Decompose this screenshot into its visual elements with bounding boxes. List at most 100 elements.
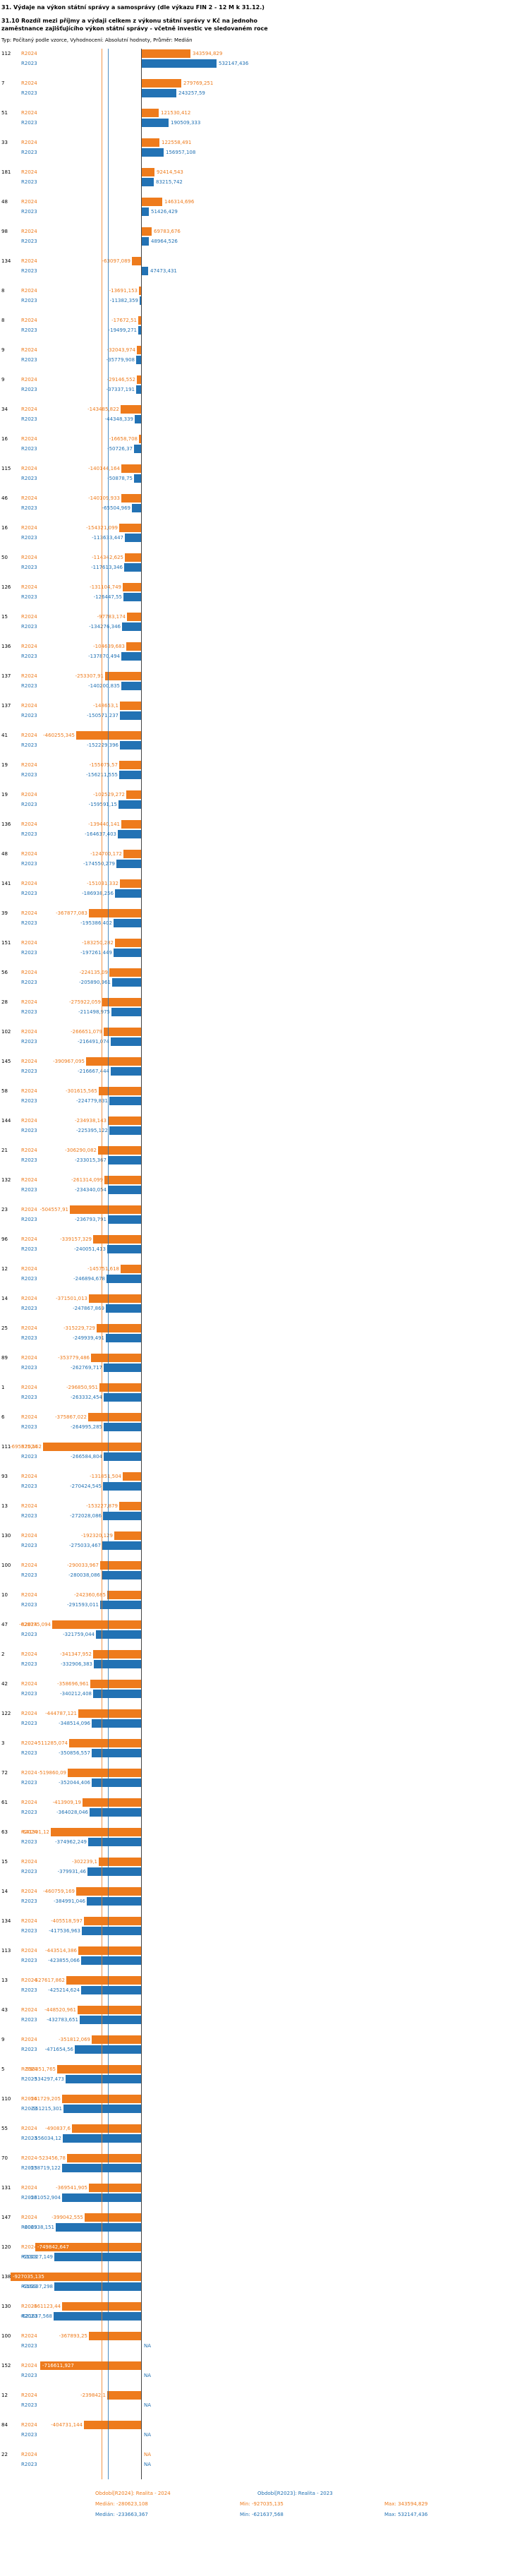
bar-r2024[interactable]	[120, 701, 141, 710]
bar-r2023[interactable]	[66, 2074, 141, 2083]
bar-r2024[interactable]	[89, 908, 141, 917]
bar-r2024[interactable]	[139, 434, 141, 443]
bar-r2023[interactable]	[119, 770, 141, 779]
bar-r2023[interactable]	[100, 1600, 141, 1609]
bar-r2024[interactable]	[35, 2242, 141, 2251]
bar-r2024[interactable]	[109, 968, 141, 977]
bar-r2023[interactable]	[82, 1926, 141, 1935]
bar-r2024[interactable]	[121, 819, 141, 829]
bar-r2024[interactable]	[119, 523, 141, 532]
bar-r2023[interactable]	[87, 1896, 141, 1906]
bar-r2024[interactable]	[137, 375, 141, 384]
bar-r2023[interactable]	[80, 2015, 141, 2024]
bar-r2024[interactable]	[100, 1560, 141, 1570]
bar-r2023[interactable]	[92, 1778, 141, 1787]
bar-r2024[interactable]	[90, 1679, 141, 1688]
bar-r2024[interactable]	[142, 138, 159, 147]
bar-r2023[interactable]	[134, 444, 141, 453]
bar-r2023[interactable]	[109, 1096, 141, 1105]
bar-r2023[interactable]	[123, 592, 141, 601]
bar-r2024[interactable]	[78, 1946, 141, 1955]
bar-r2024[interactable]	[142, 49, 190, 58]
bar-r2023[interactable]	[103, 1481, 141, 1491]
bar-r2023[interactable]	[81, 1985, 141, 1994]
bar-r2024[interactable]	[119, 760, 141, 769]
bar-r2024[interactable]	[139, 286, 141, 295]
bar-r2023[interactable]	[94, 1659, 141, 1668]
bar-r2024[interactable]	[72, 2124, 141, 2133]
bar-r2024[interactable]	[86, 1057, 141, 1066]
bar-r2023[interactable]	[136, 355, 141, 364]
bar-r2024[interactable]	[93, 1649, 141, 1659]
bar-r2023[interactable]	[104, 1422, 141, 1431]
bar-r2023[interactable]	[102, 1541, 141, 1550]
bar-r2023[interactable]	[111, 1066, 141, 1076]
bar-r2023[interactable]	[116, 859, 141, 868]
bar-r2024[interactable]	[69, 1738, 141, 1747]
bar-r2024[interactable]	[67, 2153, 141, 2162]
bar-r2024[interactable]	[114, 1531, 141, 1540]
bar-r2023[interactable]	[88, 1837, 141, 1846]
bar-r2024[interactable]	[84, 1916, 141, 1925]
bar-r2024[interactable]	[97, 1323, 141, 1332]
bar-r2024[interactable]	[51, 1827, 141, 1836]
bar-r2023[interactable]	[104, 1363, 141, 1372]
bar-r2024[interactable]	[89, 2331, 141, 2340]
bar-r2024[interactable]	[89, 1294, 141, 1303]
bar-r2024[interactable]	[99, 1383, 141, 1392]
bar-r2024[interactable]	[89, 2183, 141, 2192]
bar-r2023[interactable]	[102, 1570, 141, 1579]
bar-r2023[interactable]	[104, 1452, 141, 1461]
bar-r2024[interactable]	[104, 1175, 141, 1184]
bar-r2023[interactable]	[121, 651, 141, 661]
bar-r2024[interactable]	[88, 1412, 141, 1421]
bar-r2024[interactable]	[127, 612, 141, 621]
bar-r2024[interactable]	[57, 2064, 141, 2074]
bar-r2023[interactable]	[54, 2311, 141, 2321]
bar-r2023[interactable]	[108, 1185, 141, 1194]
bar-r2024[interactable]	[78, 1709, 141, 1718]
bar-r2024[interactable]	[121, 1264, 141, 1273]
bar-r2023[interactable]	[54, 2252, 141, 2261]
bar-r2023[interactable]	[93, 1689, 141, 1698]
bar-r2023[interactable]	[136, 385, 141, 394]
bar-r2024[interactable]	[115, 938, 141, 947]
bar-r2023[interactable]	[122, 622, 141, 631]
bar-r2023[interactable]	[118, 829, 141, 838]
bar-r2024[interactable]	[76, 1886, 141, 1896]
bar-r2024[interactable]	[142, 227, 152, 236]
bar-r2024[interactable]	[138, 315, 141, 325]
bar-r2023[interactable]	[109, 1126, 141, 1135]
bar-r2023[interactable]	[142, 207, 149, 216]
bar-r2024[interactable]	[70, 1205, 141, 1214]
bar-r2024[interactable]	[43, 1442, 141, 1451]
bar-r2023[interactable]	[106, 1304, 141, 1313]
bar-r2024[interactable]	[52, 1620, 141, 1629]
bar-r2024[interactable]	[76, 730, 141, 740]
bar-r2023[interactable]	[125, 533, 141, 542]
bar-r2024[interactable]	[92, 2035, 141, 2044]
bar-r2024[interactable]	[91, 1353, 141, 1362]
bar-r2023[interactable]	[56, 2222, 141, 2232]
bar-r2023[interactable]	[142, 88, 176, 97]
bar-r2024[interactable]	[99, 1086, 141, 1095]
bar-r2023[interactable]	[92, 1748, 141, 1757]
bar-r2023[interactable]	[135, 414, 141, 423]
bar-r2024[interactable]	[132, 256, 141, 265]
bar-r2023[interactable]	[142, 236, 149, 246]
bar-r2023[interactable]	[114, 918, 141, 927]
bar-r2023[interactable]	[138, 325, 141, 335]
bar-r2024[interactable]	[126, 790, 141, 799]
bar-r2023[interactable]	[111, 1007, 141, 1016]
bar-r2024[interactable]	[68, 1768, 141, 1777]
bar-r2024[interactable]	[119, 1501, 141, 1510]
bar-r2024[interactable]	[142, 78, 181, 88]
bar-r2023[interactable]	[118, 800, 141, 809]
bar-r2024[interactable]	[78, 2005, 141, 2014]
bar-r2023[interactable]	[107, 1244, 141, 1253]
bar-r2024[interactable]	[142, 167, 154, 176]
bar-r2023[interactable]	[103, 1511, 141, 1520]
bar-r2024[interactable]	[121, 464, 141, 473]
bar-r2024[interactable]	[104, 1027, 141, 1036]
bar-r2023[interactable]	[90, 1807, 141, 1817]
